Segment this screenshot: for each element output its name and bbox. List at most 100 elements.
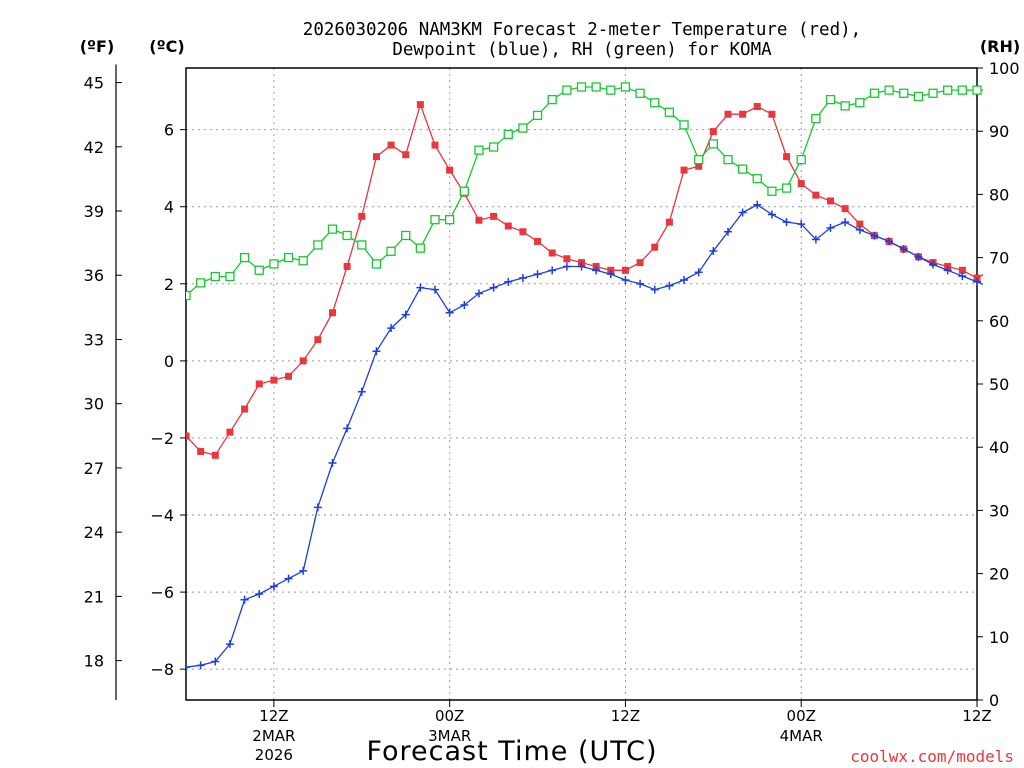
data-point <box>210 271 220 282</box>
data-point <box>620 82 631 92</box>
data-point <box>269 259 279 269</box>
data-point <box>782 218 791 227</box>
data-point <box>591 82 601 92</box>
fahrenheit-tick-label: 45 <box>84 74 104 93</box>
data-point <box>869 88 880 98</box>
rh-tick-label: 10 <box>989 628 1009 647</box>
data-point <box>298 256 308 266</box>
data-point <box>548 249 556 257</box>
data-point <box>431 141 439 149</box>
data-point <box>811 235 820 244</box>
data-point <box>650 98 660 108</box>
data-point <box>196 661 205 670</box>
data-point <box>445 215 455 225</box>
plot-frame <box>185 67 978 701</box>
data-point <box>913 91 924 102</box>
data-point <box>1017 86 1024 94</box>
data-point <box>825 94 836 105</box>
fahrenheit-tick-label: 18 <box>84 652 104 671</box>
data-point <box>387 324 396 333</box>
data-point <box>548 266 557 275</box>
data-point <box>738 208 747 217</box>
data-point <box>943 266 952 275</box>
data-point <box>562 85 572 95</box>
celsius-tick-label: 6 <box>164 121 174 140</box>
data-point <box>651 243 659 251</box>
series-line <box>186 102 983 457</box>
data-point <box>328 309 336 317</box>
data-point <box>929 260 938 269</box>
x-tick-date-label: 2MAR <box>252 727 295 745</box>
series-rh <box>186 82 1024 301</box>
x-tick-label: 00Z <box>787 707 816 725</box>
data-point <box>957 85 968 95</box>
data-point <box>504 222 512 230</box>
data-point <box>665 281 674 290</box>
rh-unit-label: (RH) <box>980 37 1020 56</box>
rh-tick-label: 50 <box>989 375 1009 394</box>
data-point <box>664 107 675 117</box>
data-point <box>709 247 718 256</box>
fahrenheit-tick-label: 36 <box>84 266 104 285</box>
data-point <box>841 218 850 227</box>
data-point <box>694 154 704 165</box>
celsius-tick-label: 4 <box>164 198 174 217</box>
data-point <box>284 574 293 583</box>
data-point <box>709 128 717 136</box>
rh-tick-label: 90 <box>989 122 1009 141</box>
data-point <box>973 277 981 286</box>
data-point <box>357 240 367 250</box>
data-point <box>811 113 821 124</box>
data-point <box>988 267 995 274</box>
data-point <box>988 284 996 292</box>
data-point <box>680 166 688 174</box>
data-point <box>695 162 703 170</box>
data-point <box>635 88 645 98</box>
data-point <box>313 503 322 512</box>
rh-tick-label: 20 <box>989 565 1009 584</box>
rh-tick-label: 80 <box>989 185 1009 204</box>
x-tick-label: 12Z <box>259 707 288 725</box>
data-point <box>488 142 499 152</box>
data-point <box>532 110 543 121</box>
data-point <box>534 237 542 245</box>
data-point <box>680 275 689 284</box>
data-point <box>283 252 294 263</box>
data-point <box>781 183 792 193</box>
data-point <box>254 265 264 275</box>
data-point <box>490 212 498 220</box>
data-point <box>518 123 528 133</box>
data-point <box>885 237 894 246</box>
data-point <box>195 278 206 288</box>
celsius-tick-label: 0 <box>164 352 174 371</box>
data-point <box>767 186 777 196</box>
x-tick-label: 12Z <box>611 707 640 725</box>
x-tick-label: 00Z <box>435 707 464 725</box>
data-point <box>313 240 323 250</box>
fahrenheit-tick-label: 27 <box>84 459 104 478</box>
data-point <box>211 451 219 459</box>
data-point <box>739 110 747 118</box>
data-point <box>327 224 338 234</box>
data-point <box>489 283 498 292</box>
celsius-tick-label: 2 <box>164 275 174 294</box>
series-line <box>186 86 983 296</box>
data-point <box>826 223 835 232</box>
data-point <box>768 110 776 118</box>
data-point <box>636 259 644 267</box>
data-point <box>357 387 366 396</box>
data-point <box>972 85 982 95</box>
data-point <box>856 220 864 228</box>
data-series <box>186 82 1024 672</box>
data-point <box>753 200 762 209</box>
data-point <box>958 266 966 274</box>
data-point <box>225 640 234 649</box>
data-point <box>708 139 718 149</box>
data-point <box>255 380 263 388</box>
data-point <box>840 101 850 111</box>
data-point <box>503 129 513 140</box>
fahrenheit-tick-label: 21 <box>84 587 104 606</box>
data-point <box>724 110 732 118</box>
data-point <box>343 424 352 433</box>
